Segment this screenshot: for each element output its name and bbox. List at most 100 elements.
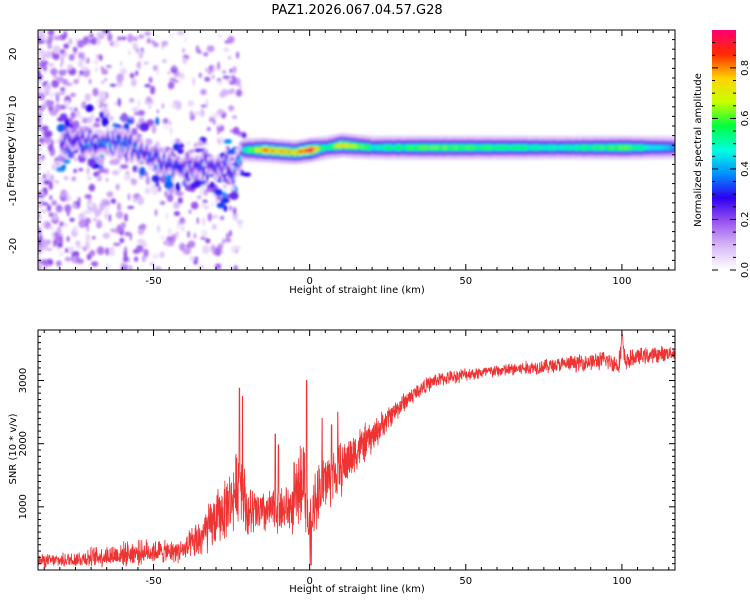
spectrogram-cell xyxy=(45,39,49,45)
spectrogram-cell xyxy=(41,154,44,162)
spectrogram-cell xyxy=(316,147,319,151)
spectrogram-cell xyxy=(449,145,453,150)
spectrogram-cell xyxy=(370,145,374,150)
spectrogram-cell xyxy=(59,142,63,146)
spectrogram-cell xyxy=(638,145,642,150)
colorbar-label: Normalized spectral amplitude xyxy=(693,73,704,227)
spectrogram-cell xyxy=(181,222,185,230)
spectrogram-cell xyxy=(60,104,66,110)
spectrogram-cell xyxy=(96,32,104,37)
spectrogram-cell xyxy=(205,67,209,72)
spectrogram-cell xyxy=(635,145,638,150)
spectrogram-cell xyxy=(562,145,565,150)
spectrogram-cell xyxy=(222,70,227,74)
spectrogram-cell xyxy=(575,145,578,150)
spectrogram-cell xyxy=(179,143,185,148)
spectrogram-cell xyxy=(86,166,90,176)
spectrogram-cell xyxy=(241,148,245,152)
spectrogram-cell xyxy=(38,194,43,198)
spectrogram-cell xyxy=(223,139,233,144)
spectrogram-cell xyxy=(393,145,396,150)
spectrogram-cell xyxy=(63,222,68,228)
spectrogram-cell xyxy=(159,162,162,167)
spectrogram-cell xyxy=(68,54,75,61)
spectrogram-cell xyxy=(223,186,227,193)
spectrogram-cell xyxy=(82,36,90,45)
spectrogram-cell xyxy=(518,145,522,150)
spectrogram-cell xyxy=(451,145,454,150)
spectrogram-cell xyxy=(606,145,610,150)
spectrogram-cell xyxy=(618,145,621,150)
spectrogram-cell xyxy=(535,145,539,150)
spectrogram-cell xyxy=(511,145,514,150)
spectrogram-cell xyxy=(432,145,436,150)
spectrogram-cell xyxy=(614,145,617,150)
spectrogram-cell xyxy=(219,164,222,169)
spectrogram-cell xyxy=(367,145,370,149)
spectrogram-cell xyxy=(89,78,92,85)
spectrogram-cell xyxy=(573,145,576,150)
spectrogram-cell xyxy=(312,147,316,152)
spectrogram-cell xyxy=(389,145,393,150)
spectrogram-cell xyxy=(477,145,481,150)
spectrogram-cell xyxy=(110,198,117,204)
spectrogram-cell xyxy=(498,145,501,150)
spectrogram-cell xyxy=(307,148,310,153)
spectrogram-cell xyxy=(71,176,77,182)
x-tick-label: 100 xyxy=(612,576,631,587)
spectrogram-cell xyxy=(455,145,458,150)
spectrogram-cell xyxy=(113,39,120,48)
spectrogram-cell xyxy=(55,94,60,103)
spectrogram-cell xyxy=(217,61,220,71)
spectrogram-cell xyxy=(202,199,208,203)
spectrogram-cell xyxy=(130,78,137,87)
spectrogram-cell xyxy=(105,247,110,256)
spectrogram-cell xyxy=(251,148,254,152)
spectrogram-cell xyxy=(189,163,192,168)
spectrogram-cell xyxy=(179,165,183,170)
spectrogram-cell xyxy=(76,258,84,264)
spectrogram-cell xyxy=(294,150,297,155)
spectrogram-cell xyxy=(178,72,185,80)
y-tick-label: -20 xyxy=(8,238,19,254)
spectrogram-cell xyxy=(172,100,181,105)
spectrogram-cell xyxy=(187,240,196,249)
spectrogram-cell xyxy=(633,145,636,150)
spectrogram-cell xyxy=(254,148,258,152)
spectrogram-cell xyxy=(57,242,63,248)
spectrogram-cell xyxy=(69,217,75,222)
spectrogram-cell xyxy=(215,199,219,203)
spectrogram-cell xyxy=(194,148,204,153)
spectrogram-cell xyxy=(121,112,128,123)
spectrogram-cell xyxy=(48,212,54,218)
spectrogram-cell xyxy=(164,190,168,198)
spectrogram-cell xyxy=(140,147,143,151)
spectrogram-cell xyxy=(216,195,223,201)
spectrogram-cell xyxy=(98,90,106,100)
spectrogram-cell xyxy=(101,199,110,203)
spectrogram-cell xyxy=(556,145,559,150)
spectrogram-cell xyxy=(76,135,80,139)
spectrogram-cell xyxy=(42,125,49,131)
spectrogram-cell xyxy=(211,163,215,168)
spectrogram-cell xyxy=(67,134,70,139)
spectrogram-cell xyxy=(123,139,127,144)
spectrogram-cell xyxy=(644,145,647,150)
spectrogram-cell xyxy=(620,145,623,150)
spectrogram-cell xyxy=(104,204,110,214)
spectrogram-cell xyxy=(172,142,180,151)
spectrogram-cell xyxy=(468,145,471,150)
spectrogram-cell xyxy=(162,118,169,124)
spectrogram-cell xyxy=(187,174,190,178)
spectrogram-cell xyxy=(582,145,586,150)
spectrogram-cell xyxy=(120,61,123,66)
spectrogram-cell xyxy=(479,145,482,150)
spectrogram-cell xyxy=(337,144,340,148)
snr-background xyxy=(38,330,675,570)
spectrogram-cell xyxy=(78,140,82,144)
spectrogram-cell xyxy=(44,85,48,93)
spectrogram-cell xyxy=(610,145,614,150)
spectrogram-cell xyxy=(101,140,104,145)
spectrogram-cell xyxy=(623,145,627,150)
spectrogram-cell xyxy=(153,153,156,158)
